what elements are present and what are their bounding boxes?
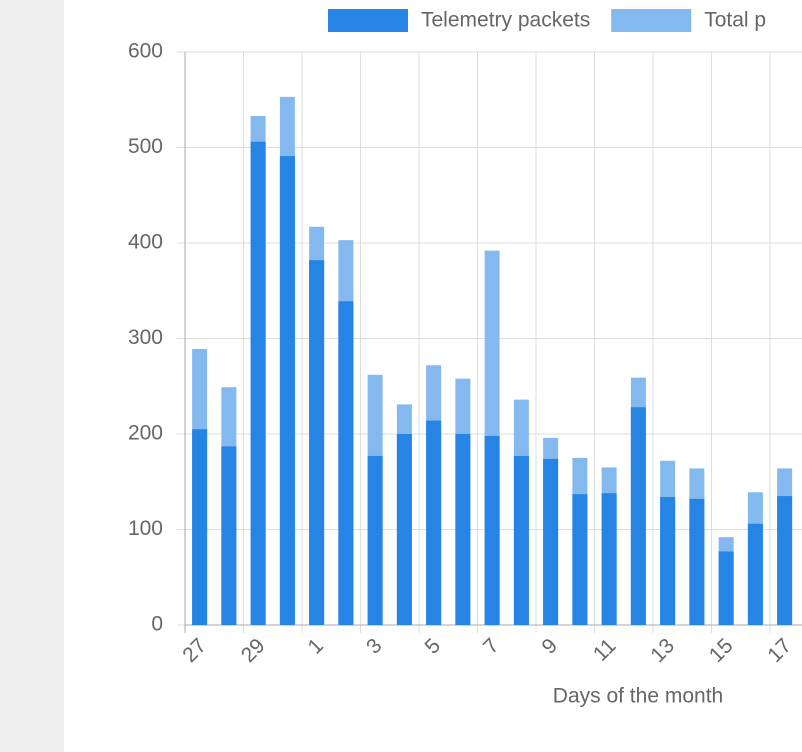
side-panel bbox=[0, 0, 64, 752]
bar bbox=[455, 434, 471, 625]
bar bbox=[543, 458, 559, 625]
bar bbox=[513, 455, 529, 625]
bar bbox=[396, 434, 412, 625]
x-tick-label: 29 bbox=[237, 634, 270, 667]
x-tick-label: 9 bbox=[538, 634, 563, 659]
x-tick-label: 17 bbox=[763, 634, 796, 667]
x-axis-title: Days of the month bbox=[553, 685, 723, 708]
legend-label: Telemetry packets bbox=[421, 9, 590, 32]
x-tick-label: 13 bbox=[646, 634, 679, 667]
bar bbox=[747, 523, 763, 625]
y-tick-label: 400 bbox=[128, 231, 163, 254]
bar bbox=[338, 301, 354, 625]
x-tick-label: 7 bbox=[479, 634, 504, 659]
legend-swatch bbox=[328, 9, 408, 32]
bar bbox=[601, 493, 617, 625]
bar bbox=[689, 498, 705, 625]
bar bbox=[426, 420, 442, 625]
bar bbox=[718, 551, 734, 625]
bar bbox=[192, 429, 208, 625]
y-tick-label: 200 bbox=[128, 422, 163, 445]
y-tick-label: 500 bbox=[128, 135, 163, 158]
bar bbox=[660, 497, 676, 625]
x-tick-label: 27 bbox=[178, 634, 211, 667]
y-tick-label: 100 bbox=[128, 517, 163, 540]
x-tick-label: 1 bbox=[304, 634, 329, 659]
bar bbox=[279, 156, 295, 625]
legend-label: Total p bbox=[704, 9, 766, 32]
bar bbox=[250, 141, 266, 625]
y-tick-label: 300 bbox=[128, 326, 163, 349]
bar bbox=[484, 435, 500, 625]
bar bbox=[221, 446, 237, 625]
y-tick-label: 0 bbox=[151, 613, 163, 636]
x-tick-label: 3 bbox=[362, 634, 387, 659]
bar bbox=[630, 407, 646, 625]
x-tick-label: 15 bbox=[705, 634, 738, 667]
legend-swatch bbox=[611, 9, 692, 32]
bar bbox=[572, 494, 588, 625]
bar bbox=[309, 260, 325, 625]
y-tick-label: 600 bbox=[128, 40, 163, 63]
x-tick-label: 11 bbox=[589, 634, 621, 666]
bar bbox=[367, 455, 383, 625]
bar bbox=[777, 496, 793, 625]
x-tick-label: 5 bbox=[421, 634, 446, 659]
